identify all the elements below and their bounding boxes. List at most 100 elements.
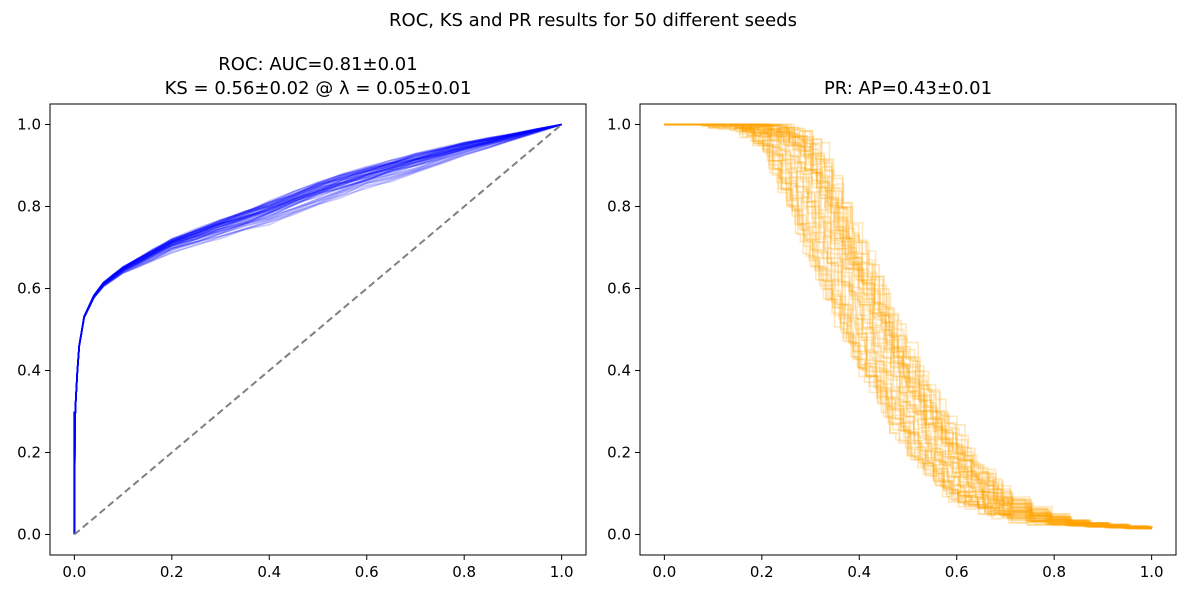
pr-seed-curve bbox=[664, 123, 1152, 530]
pr-ytick-label: 0.4 bbox=[607, 362, 631, 380]
pr-seed-curve bbox=[664, 123, 1153, 529]
pr-seed-curve bbox=[664, 123, 1152, 530]
pr-seed-curve bbox=[664, 123, 1153, 529]
pr-seed-curve bbox=[664, 123, 1153, 529]
roc-seed-curve bbox=[73, 123, 562, 535]
pr-seed-curve bbox=[664, 123, 1153, 529]
pr-seed-curve bbox=[664, 123, 1153, 529]
roc-diagonal-line bbox=[73, 123, 563, 536]
roc-seed-curve bbox=[73, 123, 562, 535]
figure-suptitle: ROC, KS and PR results for 50 different … bbox=[389, 10, 797, 31]
pr-seed-curve bbox=[664, 123, 1153, 528]
pr-ytick-label: 1.0 bbox=[607, 116, 631, 134]
roc-seed-curve bbox=[73, 123, 562, 535]
pr-seed-curve bbox=[664, 123, 1152, 530]
pr-seed-curve bbox=[664, 123, 1153, 530]
roc-seed-curve bbox=[73, 123, 562, 535]
pr-seed-curve bbox=[664, 123, 1152, 530]
pr-seed-curve bbox=[664, 123, 1152, 530]
roc-seed-curve bbox=[73, 123, 562, 535]
pr-ytick-label: 0.0 bbox=[607, 526, 631, 544]
pr-seed-curve bbox=[664, 123, 1153, 530]
roc-seed-curve bbox=[73, 123, 562, 535]
pr-xtick-label: 0.6 bbox=[945, 563, 969, 581]
roc-seed-curve bbox=[73, 123, 562, 535]
pr-seed-curve bbox=[664, 123, 1153, 529]
pr-seed-curve bbox=[664, 123, 1153, 529]
pr-ytick-label: 0.6 bbox=[607, 280, 631, 298]
pr-ytick-label: 0.2 bbox=[607, 444, 631, 462]
pr-seed-curve bbox=[664, 123, 1153, 529]
roc-seed-curve bbox=[73, 123, 562, 535]
roc-seed-curve bbox=[73, 123, 562, 535]
pr-seed-curve bbox=[664, 123, 1153, 528]
pr-seed-curve bbox=[664, 123, 1152, 530]
pr-seed-curve bbox=[664, 123, 1152, 530]
pr-seed-curve bbox=[664, 123, 1153, 529]
pr-seed-curve bbox=[664, 123, 1153, 528]
roc-seed-curve bbox=[73, 123, 562, 535]
roc-xtick-label: 0.0 bbox=[62, 563, 86, 581]
pr-seed-curve bbox=[664, 123, 1153, 528]
pr-ytick-label: 0.8 bbox=[607, 198, 631, 216]
pr-curves bbox=[664, 123, 1153, 530]
pr-seed-curve bbox=[664, 123, 1152, 530]
roc-curves bbox=[73, 123, 562, 535]
roc-seed-curve bbox=[73, 123, 562, 535]
pr-seed-curve bbox=[664, 123, 1153, 529]
roc-seed-curve bbox=[73, 123, 562, 535]
roc-seed-curve bbox=[73, 123, 562, 535]
pr-axes: PR: AP=0.43±0.01 0.0 0.2 0.4 0.6 0.8 1.0 0.0 0.… bbox=[607, 78, 1177, 581]
pr-seed-curve bbox=[664, 123, 1153, 529]
pr-seed-curve bbox=[664, 123, 1153, 529]
roc-ytick-label: 0.8 bbox=[17, 198, 41, 216]
roc-axes: ROC: AUC=0.81±0.01 KS = 0.56±0.02 @ λ = … bbox=[17, 54, 587, 582]
roc-seed-curve bbox=[73, 123, 562, 535]
roc-seed-curve bbox=[73, 123, 562, 535]
roc-seed-curve bbox=[73, 123, 562, 535]
roc-title-line1: ROC: AUC=0.81±0.01 bbox=[218, 54, 417, 75]
roc-xtick-label: 0.2 bbox=[160, 563, 184, 581]
pr-seed-curve bbox=[664, 123, 1152, 530]
roc-seed-curve bbox=[73, 123, 562, 535]
roc-seed-curve bbox=[73, 123, 562, 535]
roc-seed-curve bbox=[73, 123, 562, 535]
roc-seed-curve bbox=[73, 123, 562, 535]
roc-xtick-label: 1.0 bbox=[550, 563, 574, 581]
pr-seed-curve bbox=[664, 123, 1152, 530]
pr-seed-curve bbox=[664, 123, 1153, 529]
roc-ytick-label: 0.2 bbox=[17, 444, 41, 462]
pr-seed-curve bbox=[664, 123, 1153, 529]
roc-seed-curve bbox=[73, 123, 562, 535]
roc-title-line2: KS = 0.56±0.02 @ λ = 0.05±0.01 bbox=[165, 78, 472, 99]
pr-seed-curve bbox=[664, 123, 1152, 530]
pr-xtick-label: 1.0 bbox=[1140, 563, 1164, 581]
pr-seed-curve bbox=[664, 123, 1153, 529]
pr-seed-curve bbox=[664, 123, 1153, 529]
roc-ticks: 0.0 0.2 0.4 0.6 0.8 1.0 0.0 0.2 0.4 0.6 0.8 1.0 bbox=[17, 116, 573, 582]
roc-seed-curve bbox=[73, 123, 562, 535]
roc-ytick-label: 0.0 bbox=[17, 526, 41, 544]
pr-seed-curve bbox=[664, 123, 1152, 530]
roc-xtick-label: 0.6 bbox=[355, 563, 379, 581]
roc-seed-curve bbox=[73, 123, 562, 535]
roc-seed-curve bbox=[73, 123, 562, 535]
roc-seed-curve bbox=[73, 123, 562, 535]
pr-xtick-label: 0.4 bbox=[847, 563, 871, 581]
roc-reference-line bbox=[73, 123, 563, 536]
roc-seed-curve bbox=[73, 123, 562, 535]
roc-seed-curve bbox=[73, 123, 562, 535]
roc-seed-curve bbox=[73, 123, 562, 535]
roc-seed-curve bbox=[73, 123, 562, 535]
roc-xtick-label: 0.4 bbox=[257, 563, 281, 581]
roc-seed-curve bbox=[73, 123, 562, 535]
roc-seed-curve bbox=[73, 123, 562, 535]
roc-seed-curve bbox=[73, 123, 562, 535]
pr-xtick-label: 0.0 bbox=[652, 563, 676, 581]
roc-seed-curve bbox=[73, 123, 562, 535]
pr-title: PR: AP=0.43±0.01 bbox=[824, 78, 992, 99]
roc-ytick-label: 0.4 bbox=[17, 362, 41, 380]
pr-seed-curve bbox=[664, 123, 1152, 530]
roc-seed-curve bbox=[73, 123, 562, 535]
roc-seed-curve bbox=[73, 123, 562, 535]
